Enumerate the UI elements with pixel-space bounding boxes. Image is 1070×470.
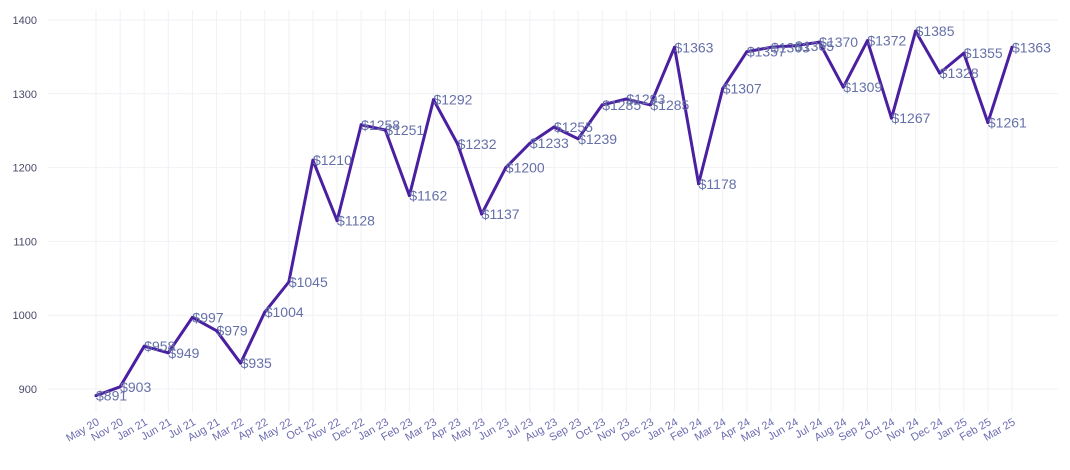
data-label: $1233 [530,135,569,151]
y-tick-label: 1400 [13,15,37,27]
data-label: $1385 [916,23,955,39]
grid-layer [48,10,1058,412]
data-point [865,39,869,43]
y-tick-label: 1200 [13,163,37,175]
data-label: $1232 [458,136,497,152]
data-point [576,137,580,141]
series-line-layer [94,29,1014,398]
y-tick-label: 1300 [13,89,37,101]
data-point [142,344,146,348]
y-tick-label: 1100 [13,236,37,248]
data-label: $1355 [964,45,1003,61]
data-point [817,40,821,44]
data-label: $1370 [819,34,858,50]
data-point [118,385,122,389]
data-point [407,194,411,198]
data-label: $958 [144,338,175,354]
data-point [697,182,701,186]
data-point [311,158,315,162]
data-label: $1251 [385,122,424,138]
data-label: $1293 [626,91,665,107]
data-point [769,45,773,49]
data-point [986,121,990,125]
data-point [456,142,460,146]
data-label: $1200 [506,160,545,176]
data-point [166,351,170,355]
data-point [962,51,966,55]
data-point [335,219,339,223]
data-point [215,329,219,333]
data-label: $1137 [482,206,520,222]
data-label: $1285 [650,97,689,113]
data-point [263,310,267,314]
data-label: $1363 [771,39,810,55]
data-label: $1178 [699,176,737,192]
y-axis-ticks: 900 1000 1100 1200 1300 1400 [13,15,37,396]
data-point [1010,45,1014,49]
data-point [648,103,652,107]
data-point [841,85,845,89]
data-label: $997 [192,309,223,325]
data-label: $1162 [409,188,447,204]
data-label: $1309 [843,79,882,95]
data-label: $1307 [723,81,762,97]
data-label: $1261 [988,115,1027,131]
data-label: $1328 [940,65,979,81]
data-label: $1363 [675,39,714,55]
data-point [504,166,508,170]
data-label: $1365 [795,38,834,54]
data-label: $1357 [747,44,786,60]
data-point [889,116,893,120]
data-point [190,315,194,319]
data-point [239,361,243,365]
data-label: $1004 [265,304,304,320]
data-label: $1292 [433,92,472,108]
data-label: $1258 [361,117,400,133]
data-point [600,103,604,107]
data-label: $1128 [337,213,375,229]
data-point [94,394,98,398]
data-point [793,44,797,48]
data-point [287,280,291,284]
data-point [552,125,556,129]
data-label: $949 [168,345,199,361]
data-label: $903 [120,379,151,395]
data-point [914,29,918,33]
data-label: $1372 [867,33,906,49]
y-tick-label: 1000 [13,310,37,322]
data-label: $1255 [554,119,593,135]
data-point [624,97,628,101]
data-point [383,128,387,132]
data-label: $1045 [289,274,328,290]
data-point [359,123,363,127]
data-point [938,71,942,75]
data-labels: $891$903 $958$949 $997$979 $935 $1004 $1045 $1… [96,23,1051,404]
data-label: $1363 [1012,39,1051,55]
data-point [673,45,677,49]
data-label: $1267 [891,110,930,126]
data-point [431,98,435,102]
y-tick-label: 900 [19,384,37,396]
data-point [721,87,725,91]
data-point [745,50,749,54]
data-label: $1239 [578,131,617,147]
data-point [528,141,532,145]
data-label: $979 [217,323,248,339]
data-point [480,212,484,216]
data-label: $1285 [602,97,641,113]
data-label: $1210 [313,152,352,168]
data-label: $935 [241,355,272,371]
data-label: $891 [96,388,127,404]
